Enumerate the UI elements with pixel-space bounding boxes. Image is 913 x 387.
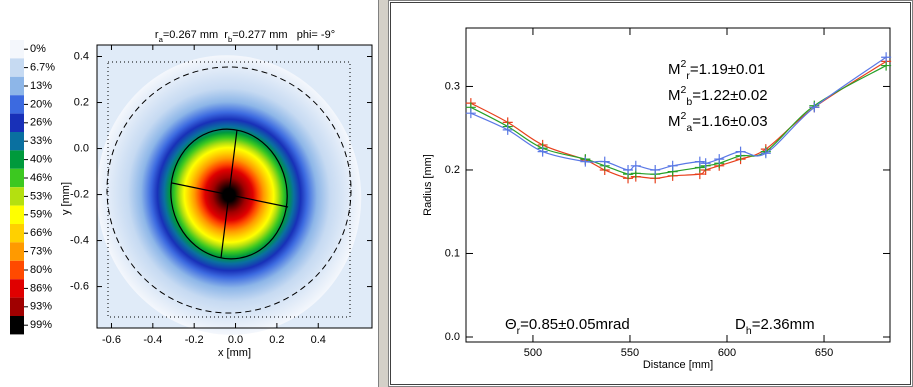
annotation-part: 2 [681, 84, 687, 96]
colorbar-cell [10, 150, 24, 168]
colorbar-cell [10, 114, 24, 132]
colorbar-label: 66% [30, 227, 52, 239]
y-tick-label: 0.3 [445, 80, 460, 92]
annotation-part: 2 [681, 58, 687, 70]
y-axis-label: y [mm] [60, 182, 72, 215]
window: -0.6 -0.4 -0.2 0.0 0.2 0.4 0.4 0.2 0.0 -0.2 -0.4 -0… [0, 0, 913, 387]
colorbar-cell [10, 242, 24, 260]
plot-title-part: =0.267 mm [163, 29, 224, 41]
annotation-part: =1.16±0.03 [692, 113, 767, 130]
colorbar-label: 99% [30, 319, 52, 331]
x-tick-label: 600 [718, 347, 736, 359]
colorbar-label: 73% [30, 246, 52, 258]
colorbar-cell [10, 95, 24, 113]
right-panel [389, 1, 913, 387]
colorbar-cell [10, 187, 24, 205]
colorbar-cell [10, 224, 24, 242]
annotation-part: M [668, 61, 681, 78]
colorbar-cell [10, 58, 24, 76]
colorbar-label: 40% [30, 154, 52, 166]
colorbar-cell [10, 298, 24, 316]
x-axis-label: x [mm] [218, 347, 251, 359]
colorbar-cell [10, 169, 24, 187]
colorbar-cell [10, 77, 24, 95]
colorbar-label: 20% [30, 98, 52, 110]
x-tick-label: -0.6 [102, 334, 121, 346]
y-axis-label: Radius [mm] [422, 154, 434, 216]
colorbar-label: 53% [30, 190, 52, 202]
y-tick-label: 0.2 [74, 96, 89, 108]
plot-title-part: =0.277 mm phi= -9° [232, 29, 335, 41]
annotation-part: Θ [505, 316, 517, 333]
annotation-part: M [668, 87, 681, 104]
x-tick-label: 0.0 [228, 334, 243, 346]
x-tick-label: -0.4 [143, 334, 162, 346]
colorbar-label: 93% [30, 301, 52, 313]
colorbar-cell [10, 206, 24, 224]
colorbar-label: 46% [30, 172, 52, 184]
y-tick-label: 0.1 [445, 247, 460, 259]
y-tick-label: 0.4 [74, 50, 89, 62]
colorbar-label: 6.7% [30, 62, 55, 74]
y-tick-label: -0.4 [70, 234, 89, 246]
colorbar-cell [10, 316, 24, 334]
annotation-part: M [668, 113, 681, 130]
x-tick-label: 500 [524, 347, 542, 359]
annotation-part: D [735, 316, 746, 333]
x-tick-label: 0.2 [269, 334, 284, 346]
y-tick-label: 0.0 [445, 331, 460, 343]
colorbar-label: 80% [30, 264, 52, 276]
colorbar-label: 26% [30, 117, 52, 129]
y-tick-label: 0.0 [74, 142, 89, 154]
colorbar-label: 59% [30, 209, 52, 221]
x-axis-label: Distance [mm] [643, 359, 713, 371]
colorbar-label: 33% [30, 135, 52, 147]
colorbar-cell [10, 40, 24, 58]
x-tick-label: 550 [621, 347, 639, 359]
colorbar-cell [10, 132, 24, 150]
annotation-part: =1.22±0.02 [692, 87, 767, 104]
x-tick-label: 0.4 [311, 334, 326, 346]
annotation-part: =0.85±0.05mrad [520, 316, 630, 333]
x-tick-label: 650 [815, 347, 833, 359]
annotation-part: 2 [681, 110, 687, 122]
annotation-part: =2.36mm [752, 316, 815, 333]
x-tick-label: -0.2 [185, 334, 204, 346]
colorbar-label: 86% [30, 282, 52, 294]
annotation-part: =1.19±0.01 [690, 61, 765, 78]
y-tick-label: -0.6 [70, 280, 89, 292]
y-tick-label: 0.2 [445, 164, 460, 176]
colorbar-label: 13% [30, 80, 52, 92]
colorbar-cell [10, 261, 24, 279]
colorbar-label: 0% [30, 43, 46, 55]
page: {"chart_data": [ {"type": "heatmap", "ti… [0, 0, 913, 387]
colorbar-cell [10, 279, 24, 297]
y-tick-label: -0.2 [70, 188, 89, 200]
